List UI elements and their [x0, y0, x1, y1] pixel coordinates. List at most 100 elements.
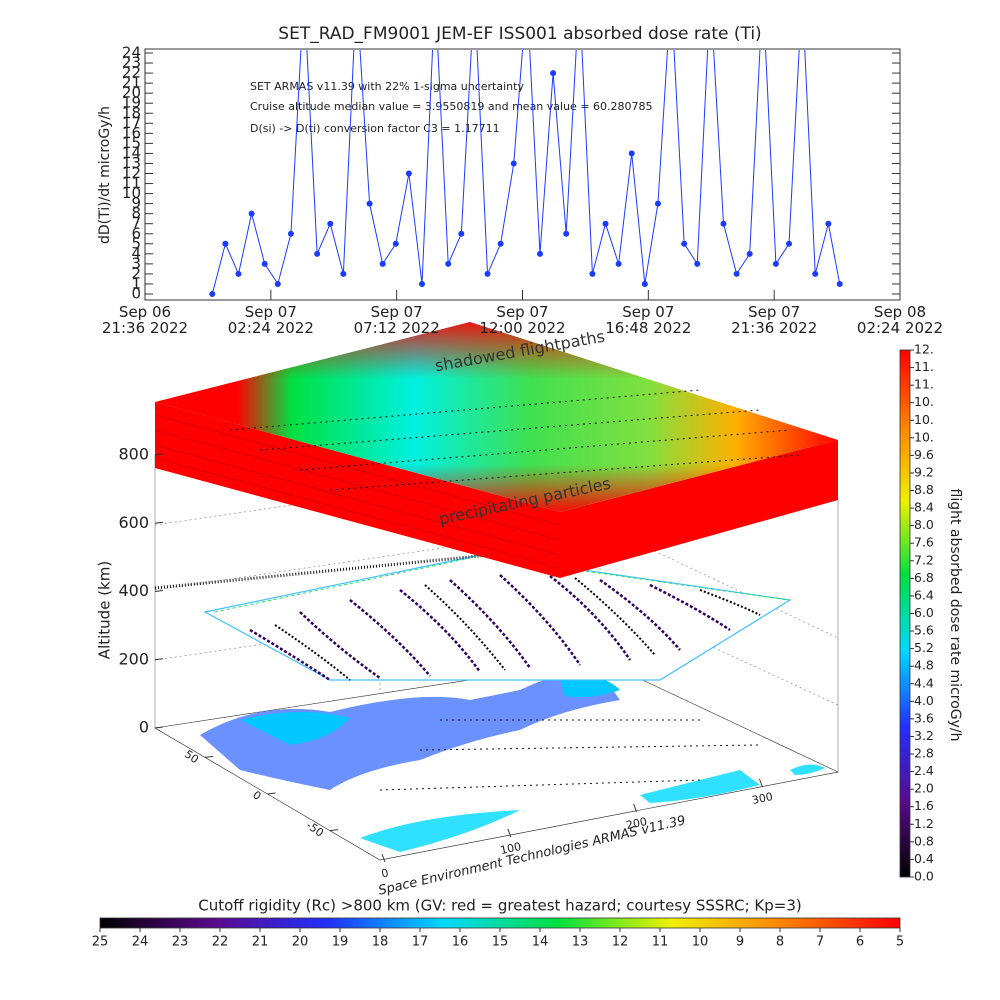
colorbar-tick-label: 20	[292, 935, 309, 950]
colorbar-tick-label: 18	[372, 935, 389, 950]
y-tick	[204, 755, 214, 758]
data-point	[681, 240, 688, 247]
data-point	[209, 291, 216, 297]
colorbar-tick-label: 9.6	[914, 447, 934, 462]
x-tick-label: Sep 06 21:36 2022	[101, 303, 189, 337]
x-tick	[381, 853, 386, 863]
colorbar-tick-label: 5.6	[914, 623, 934, 638]
data-point	[836, 280, 843, 287]
y-tick-label: 19	[122, 94, 141, 112]
ground-map	[154, 659, 839, 861]
annotation: SET ARMAS v11.39 with 22% 1-sigma uncert…	[250, 80, 524, 93]
data-point	[628, 150, 635, 157]
series	[209, 50, 843, 297]
data-line	[211, 50, 841, 295]
colorbar-tick-label: 24	[132, 935, 149, 950]
colorbar-tick-label: 10.	[914, 412, 934, 427]
y-tick-label: 3	[131, 254, 141, 272]
colorbar-tick-label: 19	[332, 935, 349, 950]
colorbar-tick-label: 25	[92, 935, 109, 950]
y-tick-label: 0	[131, 285, 141, 303]
y-tick	[329, 829, 339, 832]
colorbar-tick-label: 0.8	[914, 833, 934, 848]
data-point	[550, 70, 557, 77]
data-point	[812, 270, 819, 277]
colorbar	[99, 917, 901, 929]
data-point	[733, 270, 740, 277]
data-point	[327, 220, 334, 227]
data-point	[366, 200, 373, 207]
y-tick-label: 12	[122, 164, 141, 182]
y-tick-label: 2	[131, 264, 141, 282]
colorbar-tick-label: 7.2	[914, 552, 934, 567]
data-point	[654, 200, 661, 207]
colorbar-tick-label: 14	[532, 935, 549, 950]
y-tick-label: 16	[122, 124, 141, 142]
colorbar-tick-label: 11.	[914, 359, 934, 374]
colorbar-tick-label: 3.2	[914, 728, 934, 743]
colorbar-tick-label: 2.4	[914, 763, 934, 778]
colorbar-tick-label: 12	[612, 935, 629, 950]
y-tick-label: 9	[131, 194, 141, 212]
colorbar-label: flight absorbed dose rate microGy/h	[947, 489, 963, 742]
y-tick-label: 1	[131, 274, 141, 292]
colorbar-tick-label: 1.6	[914, 798, 934, 813]
z-tick	[154, 521, 164, 524]
z-tick-label: 600	[118, 513, 149, 532]
y-tick-label: 24	[122, 44, 141, 62]
colorbar-tick-label: 1.2	[914, 816, 934, 831]
colorbar-tick-label: 21	[252, 935, 269, 950]
data-point	[379, 260, 386, 267]
colorbar	[899, 349, 911, 878]
data-point	[694, 260, 701, 267]
data-point	[563, 230, 570, 237]
y-tick-label: 10	[122, 184, 141, 202]
data-point	[419, 280, 426, 287]
colorbar-tick-label: 6.8	[914, 570, 934, 585]
chart-title: SET_RAD_FM9001 JEM-EF ISS001 absorbed do…	[278, 24, 761, 44]
colorbar-tick-label: 12.	[914, 342, 934, 357]
z-tick-label: 0	[139, 718, 149, 737]
colorbar-tick-label: 2.0	[914, 781, 934, 796]
precipitation-slab	[154, 322, 838, 578]
data-point	[287, 230, 294, 237]
data-point	[235, 270, 242, 277]
y-tick-label: 4	[131, 244, 141, 262]
colorbar-tick-label: 13	[572, 935, 589, 950]
colorbar-tick-label: 4.4	[914, 675, 934, 690]
data-point	[589, 270, 596, 277]
colorbar-tick-label: 7.6	[914, 535, 934, 550]
colorbar-tick-label: 11.	[914, 377, 934, 392]
y-tick-label: 18	[122, 104, 141, 122]
z-axis-label: Altitude (km)	[96, 561, 114, 659]
colorbar-tick-label: 16	[452, 935, 469, 950]
x-tick-label: Sep 07 12:00 2022	[479, 303, 566, 337]
data-point	[340, 270, 347, 277]
colorbar-tick-label: 10.	[914, 429, 934, 444]
colorbar-tick-label: 8.0	[914, 517, 934, 532]
y-tick-label: 14	[122, 144, 141, 162]
colorbar-tick-label: 2.8	[914, 746, 934, 761]
y-tick-label: 23	[122, 54, 141, 72]
x-tick-label: Sep 07 07:12 2022	[353, 303, 440, 337]
y-tick	[267, 792, 276, 795]
x-tick	[633, 803, 638, 813]
colorbar-tick-label: 8	[776, 935, 784, 950]
y-tick-label: 15	[122, 134, 141, 152]
x-tick	[759, 778, 763, 788]
colorbar-tick-label: 8.8	[914, 482, 934, 497]
x-tick-label: Sep 08 02:24 2022	[856, 303, 944, 337]
colorbar-tick-label: 7	[816, 935, 824, 950]
data-point	[615, 260, 622, 267]
x-tick-label: Sep 07 16:48 2022	[605, 303, 692, 337]
y-tick-label: 13	[122, 154, 141, 172]
x-tick	[507, 828, 512, 838]
x-tick-label: Sep 07 02:24 2022	[227, 303, 314, 337]
colorbar-tick-label: 10	[692, 935, 709, 950]
z-tick	[154, 726, 164, 729]
data-point	[825, 220, 832, 227]
z-tick-label: 400	[118, 581, 149, 600]
data-point	[720, 220, 727, 227]
